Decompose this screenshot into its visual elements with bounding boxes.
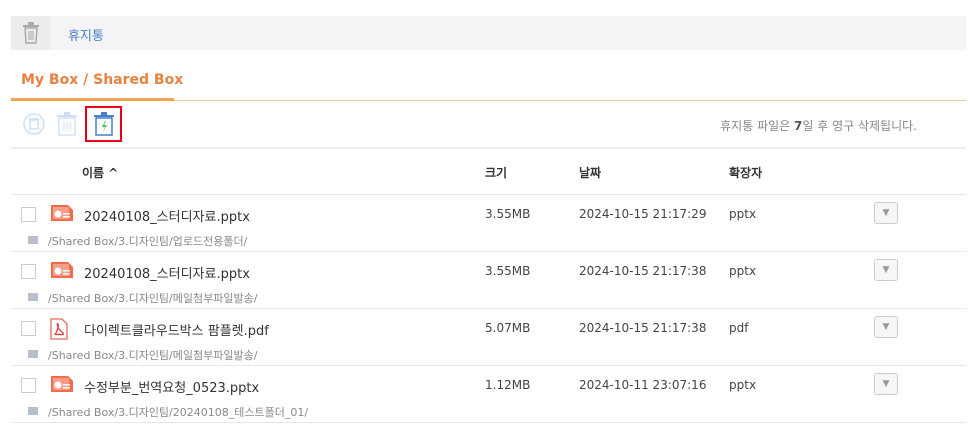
empty-trash-button[interactable] <box>85 106 122 142</box>
file-path: /Shared Box/3.디자인팀/메일첨부파일발송/ <box>48 292 258 305</box>
pptx-file-icon <box>50 261 74 283</box>
file-size: 3.55MB <box>485 264 531 278</box>
notice-prefix: 휴지통 파일은 <box>720 119 795 133</box>
active-tab-indicator <box>11 98 174 101</box>
trash-icon <box>11 16 50 50</box>
row-menu-button[interactable]: ▼ <box>874 259 898 281</box>
pptx-file-icon <box>50 375 74 397</box>
restore-icon <box>23 113 45 135</box>
row-menu-button[interactable]: ▼ <box>874 316 898 338</box>
file-path: /Shared Box/3.디자인팀/메일첨부파일발송/ <box>48 349 258 362</box>
chevron-down-icon: ▼ <box>882 208 890 218</box>
row-checkbox[interactable] <box>21 378 36 393</box>
delete-button[interactable] <box>54 111 80 137</box>
file-name[interactable]: 20240108_스터디자료.pptx <box>84 267 250 282</box>
page-header: 휴지통 <box>11 16 966 50</box>
file-path: /Shared Box/3.디자인팀/업로드전용폴더/ <box>48 235 248 248</box>
folder-icon <box>28 350 38 358</box>
folder-icon <box>28 236 38 244</box>
row-menu-button[interactable]: ▼ <box>874 202 898 224</box>
file-date: 2024-10-11 23:07:16 <box>579 378 707 392</box>
file-ext: pptx <box>729 378 757 392</box>
file-path: /Shared Box/3.디자인팀/20240108_테스트폴더_01/ <box>48 406 309 419</box>
row-divider <box>11 308 966 309</box>
column-header-size[interactable]: 크기 <box>485 166 508 180</box>
divider <box>11 194 966 195</box>
row-divider <box>11 422 966 423</box>
row-checkbox[interactable] <box>21 321 36 336</box>
row-checkbox[interactable] <box>21 207 36 222</box>
notice-suffix: 일 후 영구 삭제됩니다. <box>802 119 917 133</box>
row-checkbox[interactable] <box>21 264 36 279</box>
pptx-file-icon <box>50 204 74 226</box>
folder-icon <box>28 407 38 415</box>
row-divider <box>11 365 966 366</box>
column-header-date[interactable]: 날짜 <box>579 166 602 180</box>
chevron-down-icon: ▼ <box>882 379 890 389</box>
file-size: 5.07MB <box>485 321 531 335</box>
delete-icon <box>57 112 77 136</box>
file-size: 1.12MB <box>485 378 531 392</box>
file-size: 3.55MB <box>485 207 531 221</box>
file-date: 2024-10-15 21:17:38 <box>579 264 707 278</box>
tab-divider <box>11 100 966 101</box>
restore-button[interactable] <box>21 111 47 137</box>
column-header-name[interactable]: 이름 ^ <box>82 166 119 180</box>
file-date: 2024-10-15 21:17:38 <box>579 321 707 335</box>
page-title: 휴지통 <box>68 29 104 44</box>
row-menu-button[interactable]: ▼ <box>874 373 898 395</box>
file-name[interactable]: 다이렉트클라우드박스 팜플렛.pdf <box>84 324 269 339</box>
file-name[interactable]: 20240108_스터디자료.pptx <box>84 210 250 225</box>
empty-trash-icon <box>93 112 114 136</box>
file-ext: pdf <box>729 321 749 335</box>
folder-icon <box>28 293 38 301</box>
divider <box>11 147 966 149</box>
chevron-down-icon: ▼ <box>882 322 890 332</box>
notice-days: 7 <box>794 119 803 133</box>
file-ext: pptx <box>729 207 757 221</box>
retention-notice: 휴지통 파일은 7일 후 영구 삭제됩니다. <box>720 117 917 134</box>
pdf-file-icon <box>50 318 68 344</box>
column-header-ext[interactable]: 확장자 <box>729 166 763 180</box>
tab-my-box-shared-box[interactable]: My Box / Shared Box <box>21 72 184 88</box>
file-ext: pptx <box>729 264 757 278</box>
row-divider <box>11 251 966 252</box>
file-date: 2024-10-15 21:17:29 <box>579 207 707 221</box>
chevron-down-icon: ▼ <box>882 265 890 275</box>
file-name[interactable]: 수정부분_번역요청_0523.pptx <box>84 381 260 396</box>
